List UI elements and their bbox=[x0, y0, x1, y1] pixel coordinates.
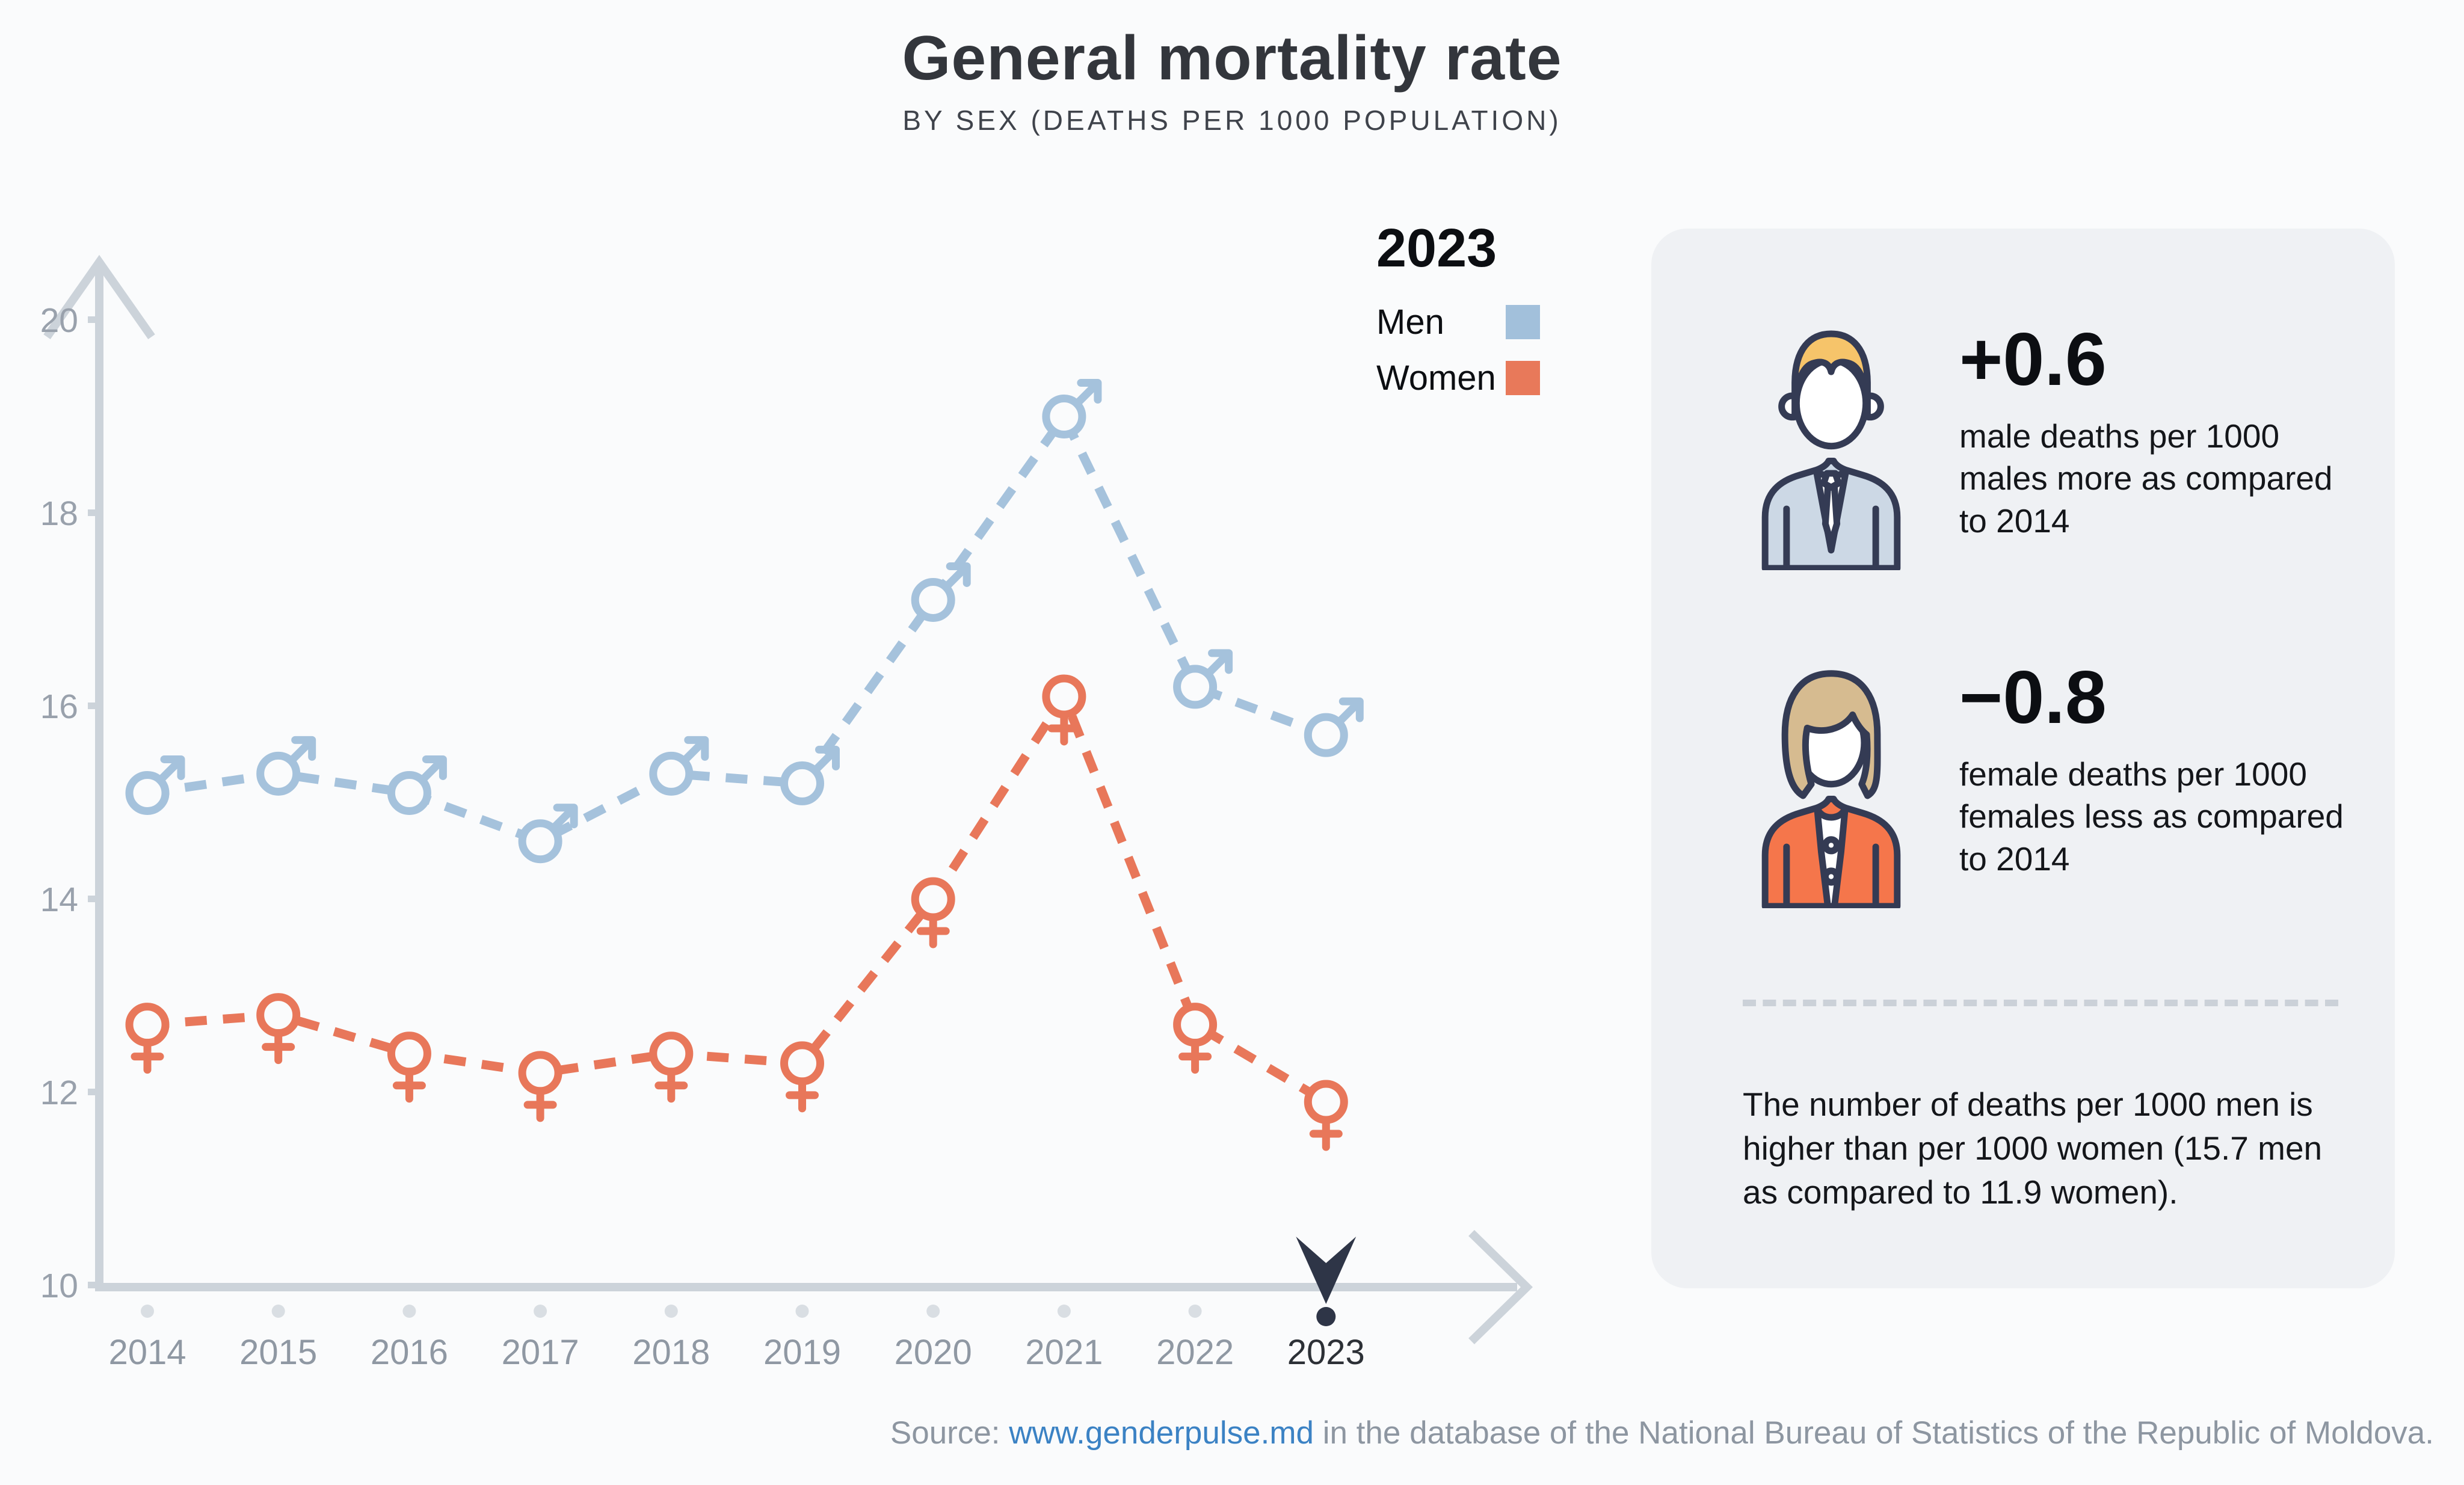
women-series bbox=[125, 674, 1348, 1151]
y-tick-label: 16 bbox=[40, 687, 78, 726]
y-tick-label: 18 bbox=[40, 494, 78, 533]
panel-divider bbox=[1743, 1000, 2338, 1006]
men-line bbox=[146, 407, 1328, 846]
male-symbol-marker bbox=[125, 755, 185, 815]
y-tick-labels: 10 12 14 16 18 20 bbox=[40, 301, 98, 1305]
x-tick-labels: 2014 2015 2016 2017 2018 2019 2020 2021 2022 2023 bbox=[108, 1237, 1365, 1372]
men-color-swatch bbox=[1506, 305, 1540, 339]
y-tick-mark bbox=[88, 703, 98, 709]
male-stat-value: +0.6 bbox=[1959, 318, 2107, 401]
page-subtitle: BY SEX (DEATHS PER 1000 POPULATION) bbox=[902, 105, 1562, 136]
y-tick-label: 20 bbox=[40, 301, 78, 340]
x-tick-label: 2019 bbox=[763, 1333, 841, 1372]
female-stat-value: −0.8 bbox=[1959, 656, 2107, 739]
year-tick-dot bbox=[402, 1305, 416, 1318]
female-stat-row: −0.8 female deaths per 1000 females less… bbox=[1740, 644, 2350, 908]
female-symbol-marker bbox=[649, 1032, 694, 1103]
x-tick-label: 2017 bbox=[502, 1333, 579, 1372]
male-symbol-marker bbox=[1304, 697, 1364, 757]
male-symbol-marker bbox=[649, 736, 709, 796]
y-tick-label: 10 bbox=[40, 1267, 78, 1305]
source-prefix: Source: bbox=[890, 1415, 1009, 1451]
y-tick-mark bbox=[88, 1089, 98, 1095]
male-symbol-marker bbox=[387, 755, 447, 815]
x-tick-label: 2022 bbox=[1156, 1333, 1234, 1372]
y-tick-mark bbox=[88, 1282, 98, 1288]
female-symbol-marker bbox=[1173, 1003, 1218, 1074]
source-line: Source: www.genderpulse.md in the databa… bbox=[890, 1415, 2434, 1451]
male-symbol-marker bbox=[1042, 379, 1102, 438]
male-symbol-marker bbox=[780, 745, 840, 805]
female-symbol-marker bbox=[387, 1032, 431, 1103]
x-tick-label: 2018 bbox=[632, 1333, 710, 1372]
x-axis-arrow-icon bbox=[1468, 1229, 1533, 1345]
year-tick-dot bbox=[534, 1305, 547, 1318]
women-color-swatch bbox=[1506, 361, 1540, 395]
female-symbol-marker bbox=[256, 993, 301, 1065]
legend-year-label: 2023 bbox=[1376, 218, 1497, 278]
female-stat-description: female deaths per 1000 females less as c… bbox=[1959, 755, 2344, 878]
source-suffix: in the database of the National Bureau o… bbox=[1313, 1415, 2434, 1451]
year-tick-dot bbox=[926, 1305, 940, 1318]
y-tick-label: 14 bbox=[40, 881, 78, 919]
male-symbol-marker bbox=[911, 562, 971, 622]
legend-women-label: Women bbox=[1376, 358, 1496, 398]
year-tick-dot bbox=[1188, 1305, 1202, 1318]
male-stat-row: +0.6 male deaths per 1000 males more as … bbox=[1740, 306, 2350, 570]
female-symbol-marker bbox=[1304, 1080, 1348, 1151]
stats-panel: +0.6 male deaths per 1000 males more as … bbox=[1651, 229, 2395, 1288]
men-series bbox=[125, 379, 1364, 864]
x-tick-label: 2014 bbox=[108, 1333, 186, 1372]
source-link[interactable]: www.genderpulse.md bbox=[1009, 1415, 1314, 1451]
x-tick-label: 2015 bbox=[239, 1333, 317, 1372]
legend-rows: Men Women bbox=[1376, 302, 1540, 398]
female-stat-text: −0.8 female deaths per 1000 females less… bbox=[1959, 644, 2350, 880]
year-tick-dot bbox=[271, 1305, 285, 1318]
x-tick-label: 2023 bbox=[1287, 1333, 1365, 1372]
female-symbol-marker bbox=[780, 1041, 824, 1113]
year-tick-dot bbox=[664, 1305, 678, 1318]
axes bbox=[43, 254, 1533, 1345]
y-tick-mark bbox=[88, 316, 98, 323]
panel-summary-text: The number of deaths per 1000 men is hig… bbox=[1743, 1086, 2323, 1211]
male-symbol-marker bbox=[256, 736, 316, 796]
female-symbol-marker bbox=[911, 877, 955, 948]
male-avatar-icon bbox=[1761, 330, 1901, 570]
x-tick-label: 2016 bbox=[371, 1333, 448, 1372]
female-symbol-marker bbox=[1042, 674, 1086, 746]
y-axis-arrow-icon bbox=[43, 254, 155, 340]
legend-item-women: Women bbox=[1376, 358, 1540, 398]
male-symbol-marker bbox=[518, 804, 578, 864]
x-tick-label: 2021 bbox=[1025, 1333, 1103, 1372]
male-symbol-marker bbox=[1173, 649, 1233, 709]
y-tick-label: 12 bbox=[40, 1074, 78, 1112]
legend-men-label: Men bbox=[1376, 303, 1444, 342]
header: General mortality rate BY SEX (DEATHS PE… bbox=[0, 23, 2464, 137]
y-tick-mark bbox=[88, 509, 98, 516]
highlight-year-pin-icon bbox=[1296, 1237, 1357, 1304]
year-tick-dot bbox=[795, 1305, 809, 1318]
year-tick-dot bbox=[141, 1305, 154, 1318]
female-avatar-icon bbox=[1761, 670, 1901, 908]
x-tick-label: 2020 bbox=[895, 1333, 972, 1372]
chart-legend: 2023 Men Women bbox=[1376, 221, 1540, 414]
y-tick-mark bbox=[88, 896, 98, 902]
year-tick-dot bbox=[1057, 1305, 1071, 1318]
male-stat-text: +0.6 male deaths per 1000 males more as … bbox=[1959, 306, 2350, 542]
highlight-year-dot bbox=[1316, 1307, 1336, 1326]
legend-item-men: Men bbox=[1376, 302, 1540, 342]
female-symbol-marker bbox=[518, 1051, 562, 1122]
page-title: General mortality rate bbox=[902, 23, 1562, 93]
women-line bbox=[147, 686, 1329, 1106]
male-stat-description: male deaths per 1000 males more as compa… bbox=[1959, 417, 2333, 540]
female-symbol-marker bbox=[125, 1003, 170, 1074]
